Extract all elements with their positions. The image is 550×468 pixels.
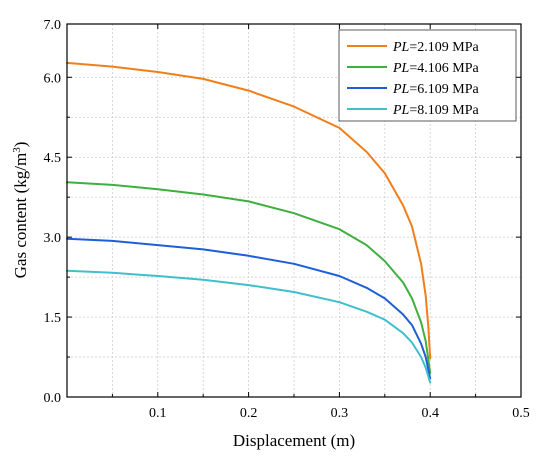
y-tick-label: 0.0 (44, 391, 62, 406)
y-axis-label-superscript: 3 (11, 147, 23, 153)
y-axis-label: Gas content (kg/m3) (11, 142, 30, 279)
series-line-3 (66, 237, 432, 380)
legend-label-3: PL=6.109 MPa (392, 82, 479, 97)
series-line-1 (66, 61, 432, 360)
y-axis-label-main: Gas content (kg/m (11, 153, 30, 279)
x-tick-label: 0.1 (149, 406, 167, 421)
legend-label-1: PL=2.109 MPa (392, 40, 479, 55)
series-lines (66, 61, 432, 384)
legend-label-4: PL=8.109 MPa (392, 103, 479, 118)
x-tick-label: 0.4 (421, 406, 439, 421)
axis-ticks (67, 23, 522, 398)
x-tick-label: 0.2 (240, 406, 258, 421)
y-tick-label: 3.0 (44, 231, 62, 246)
series-line-2 (66, 181, 432, 374)
series-line-4 (66, 269, 432, 384)
legend-label-2: PL=4.106 MPa (392, 61, 479, 76)
x-axis-label: Displacement (m) (233, 431, 355, 450)
x-tick-label: 0.3 (331, 406, 349, 421)
y-tick-label: 7.0 (44, 18, 62, 33)
legend: PL=2.109 MPa PL=4.106 MPa PL=6.109 MPa PL=8… (338, 29, 517, 122)
y-tick-label: 1.5 (44, 311, 62, 326)
y-tick-label: 4.5 (44, 151, 62, 166)
y-axis-label-close: ) (11, 142, 30, 148)
y-tick-label: 6.0 (44, 71, 62, 86)
tick-labels: 0.1 0.2 0.3 0.4 0.5 0.0 1.5 3.0 4.5 6.0 7.0 (44, 18, 530, 421)
x-tick-label: 0.5 (512, 406, 530, 421)
